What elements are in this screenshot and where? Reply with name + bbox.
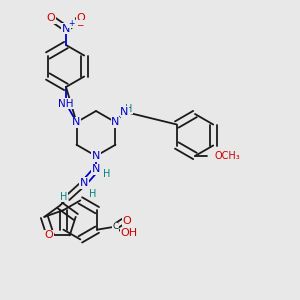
Text: H: H (89, 189, 97, 200)
Text: N: N (72, 117, 81, 127)
Text: OCH₃: OCH₃ (214, 151, 240, 161)
Text: OH: OH (121, 228, 138, 238)
Text: +: + (68, 19, 74, 28)
Text: N: N (92, 164, 100, 175)
Text: O: O (76, 13, 85, 23)
Text: N: N (62, 23, 70, 34)
Text: C: C (112, 222, 118, 231)
Text: O: O (44, 230, 53, 240)
Text: N: N (120, 107, 129, 117)
Text: −: − (76, 20, 83, 29)
Text: H: H (125, 104, 133, 114)
Text: O: O (123, 216, 132, 226)
Text: N: N (111, 117, 120, 127)
Text: H: H (103, 169, 110, 179)
Text: N: N (80, 178, 88, 188)
Text: O: O (46, 13, 56, 23)
Text: N: N (92, 151, 100, 161)
Text: H: H (60, 191, 68, 202)
Text: NH: NH (58, 98, 74, 109)
